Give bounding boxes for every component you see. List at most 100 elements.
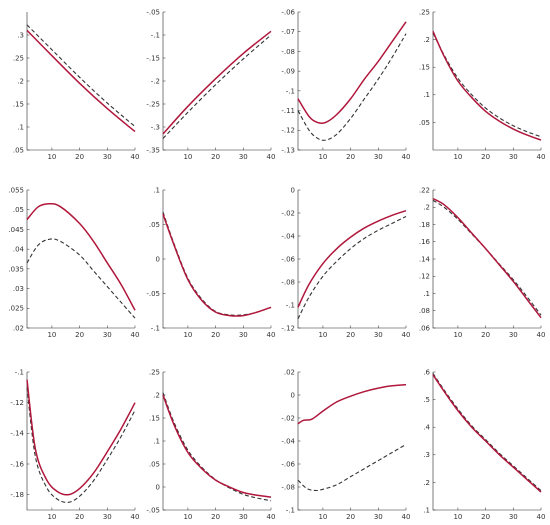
x-tick-label: 20 — [346, 331, 355, 339]
x-tick-label: 10 — [453, 513, 462, 521]
panel-10: -.05 0 .05 .1 .15 .2 .25 10 20 30 40 — [146, 368, 275, 521]
y-tick-label: -.05 — [146, 8, 160, 16]
y-tick-label: -.35 — [146, 146, 160, 154]
y-tick-label: .14 — [419, 255, 431, 263]
x-tick-label: 40 — [131, 331, 140, 339]
y-tick-label: 0 — [156, 483, 160, 491]
y-tick-label: 0 — [291, 186, 295, 194]
y-tick-label: -.1 — [286, 87, 295, 95]
series-line-dashed — [297, 33, 407, 141]
y-tick-label: .045 — [8, 226, 24, 234]
y-tick-label: -.05 — [146, 506, 160, 514]
y-tick-label: .12 — [419, 273, 430, 281]
y-tick-label: .25 — [419, 8, 430, 16]
series-line-dashed — [26, 24, 136, 127]
x-tick-label: 20 — [346, 153, 355, 161]
y-tick-label: .02 — [284, 368, 295, 376]
x-tick-label: 30 — [509, 513, 518, 521]
y-tick-label: 0 — [291, 391, 295, 399]
y-tick-label: -.1 — [286, 301, 295, 309]
y-tick-label: -.02 — [281, 209, 295, 217]
series-line-dashed — [162, 392, 272, 502]
x-tick-label: 40 — [267, 153, 276, 161]
x-tick-label: 40 — [402, 153, 411, 161]
series-line-solid — [297, 383, 407, 425]
axis-box — [162, 372, 271, 511]
x-tick-label: 30 — [509, 331, 518, 339]
series-line-dashed — [26, 238, 136, 319]
x-tick-label: 20 — [481, 331, 490, 339]
y-tick-label: .2 — [17, 77, 24, 85]
y-tick-label: .1 — [153, 437, 160, 445]
panel-6: -.1 -.05 0 .05 .1 10 20 30 40 — [146, 186, 275, 339]
y-tick-label: .1 — [17, 123, 24, 131]
y-tick-label: -.13 — [281, 146, 295, 154]
y-tick-label: -.1 — [15, 368, 24, 376]
series-line-dashed — [432, 373, 542, 492]
y-tick-label: .16 — [419, 238, 431, 246]
axis-box — [297, 190, 406, 329]
y-tick-label: -.12 — [281, 127, 295, 135]
x-tick-label: 10 — [183, 331, 192, 339]
x-tick-label: 30 — [239, 153, 248, 161]
panel-7: -.12 -.1 -.08 -.06 -.04 -.02 0 10 20 30 40 — [281, 186, 410, 339]
y-tick-label: -.16 — [10, 460, 24, 468]
y-tick-label: .25 — [13, 54, 24, 62]
series-line-solid — [297, 209, 407, 308]
y-tick-label: .06 — [419, 324, 431, 332]
axis-box — [297, 12, 406, 151]
x-tick-label: 20 — [211, 153, 220, 161]
y-tick-label: .2 — [423, 204, 430, 212]
x-tick-label: 10 — [47, 331, 56, 339]
y-tick-label: -.06 — [281, 460, 295, 468]
x-tick-label: 40 — [537, 513, 546, 521]
y-tick-label: -.04 — [281, 232, 295, 240]
y-tick-label: .05 — [13, 206, 24, 214]
y-tick-label: -.04 — [281, 437, 295, 445]
y-tick-label: -.08 — [281, 278, 295, 286]
y-tick-label: .1 — [423, 506, 430, 514]
x-tick-label: 20 — [346, 513, 355, 521]
series-line-solid — [162, 394, 272, 498]
panel-12: .1 .2 .3 .4 .5 .6 10 20 30 40 — [423, 368, 545, 521]
y-tick-label: .05 — [149, 221, 160, 229]
x-tick-label: 40 — [537, 331, 546, 339]
axis-box — [297, 372, 406, 511]
x-tick-label: 20 — [75, 331, 84, 339]
y-tick-label: -.08 — [281, 483, 295, 491]
x-tick-label: 10 — [47, 153, 56, 161]
y-tick-label: .05 — [13, 146, 24, 154]
y-tick-label: .1 — [423, 290, 430, 298]
x-tick-label: 30 — [374, 153, 383, 161]
x-tick-label: 40 — [537, 153, 546, 161]
series-line-dashed — [432, 199, 542, 316]
series-line-dashed — [26, 387, 136, 503]
panel-3: -.13 -.12 -.11 -.1 -.09 -.08 -.07 -.06 10 20 30 40 — [281, 8, 410, 161]
y-tick-label: -.1 — [151, 324, 160, 332]
x-tick-label: 20 — [211, 513, 220, 521]
y-tick-label: -.09 — [281, 68, 295, 76]
series-line-solid — [26, 202, 136, 311]
x-tick-label: 30 — [103, 153, 112, 161]
y-tick-label: -.11 — [281, 107, 295, 115]
y-tick-label: -.15 — [146, 54, 160, 62]
x-tick-label: 40 — [267, 513, 276, 521]
series-line-solid — [297, 21, 407, 125]
series-line-dashed — [162, 34, 272, 139]
panel-5: .02 .025 .03 .035 .04 .045 .05 .055 10 20 30 40 — [8, 186, 139, 339]
series-line-solid — [162, 213, 272, 317]
axis-box — [432, 12, 541, 151]
y-tick-label: -.12 — [281, 324, 295, 332]
y-tick-label: .25 — [149, 368, 160, 376]
y-tick-label: .2 — [153, 391, 160, 399]
y-tick-label: .2 — [423, 479, 430, 487]
x-tick-label: 40 — [267, 331, 276, 339]
x-tick-label: 40 — [131, 513, 140, 521]
y-tick-label: .6 — [423, 368, 430, 376]
y-tick-label: -.07 — [281, 28, 295, 36]
x-tick-label: 20 — [75, 513, 84, 521]
x-tick-label: 30 — [374, 331, 383, 339]
panel-11: -.1 -.08 -.06 -.04 -.02 0 .02 10 20 30 40 — [281, 368, 410, 521]
y-tick-label: -.1 — [286, 506, 295, 514]
y-tick-label: -.1 — [151, 31, 160, 39]
